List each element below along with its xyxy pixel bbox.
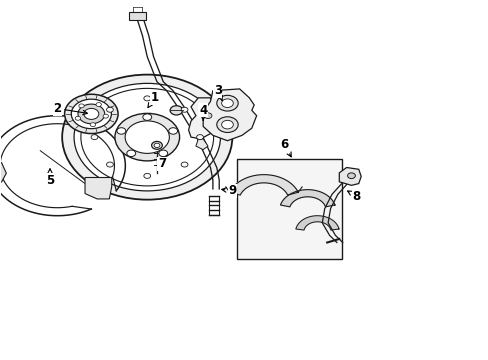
- Text: 6: 6: [280, 138, 291, 157]
- Circle shape: [143, 96, 150, 101]
- Circle shape: [143, 174, 150, 179]
- Circle shape: [168, 128, 177, 134]
- Text: 9: 9: [221, 184, 236, 197]
- Circle shape: [81, 88, 213, 186]
- Text: 5: 5: [46, 169, 54, 186]
- Circle shape: [117, 128, 125, 134]
- Circle shape: [96, 103, 101, 107]
- Polygon shape: [85, 177, 112, 199]
- Polygon shape: [295, 216, 338, 230]
- Circle shape: [64, 94, 118, 134]
- Circle shape: [154, 143, 160, 148]
- Text: 1: 1: [147, 91, 158, 108]
- Text: 2: 2: [53, 102, 87, 115]
- Polygon shape: [188, 98, 212, 139]
- Circle shape: [74, 84, 220, 191]
- Circle shape: [79, 104, 84, 108]
- Bar: [128, 13, 146, 20]
- Text: 4: 4: [199, 104, 207, 120]
- Polygon shape: [203, 89, 256, 141]
- Circle shape: [91, 135, 98, 140]
- Text: 3: 3: [213, 84, 222, 100]
- Circle shape: [90, 123, 95, 127]
- Circle shape: [159, 150, 167, 157]
- Polygon shape: [339, 167, 361, 185]
- Bar: [237, 158, 341, 258]
- Circle shape: [170, 106, 183, 115]
- Circle shape: [221, 99, 233, 108]
- Circle shape: [221, 120, 233, 129]
- Circle shape: [181, 107, 187, 112]
- Polygon shape: [229, 175, 298, 195]
- Text: 7: 7: [157, 157, 165, 170]
- Circle shape: [151, 141, 162, 149]
- Circle shape: [126, 150, 135, 157]
- Circle shape: [347, 173, 355, 179]
- Circle shape: [62, 75, 232, 200]
- Circle shape: [203, 113, 211, 118]
- Polygon shape: [0, 162, 6, 182]
- Circle shape: [106, 107, 113, 112]
- Circle shape: [106, 162, 113, 167]
- Circle shape: [115, 113, 179, 161]
- Circle shape: [181, 162, 187, 167]
- Polygon shape: [196, 139, 207, 150]
- Circle shape: [216, 95, 238, 111]
- Circle shape: [216, 117, 238, 132]
- Circle shape: [125, 121, 169, 153]
- Circle shape: [83, 108, 99, 120]
- Circle shape: [103, 114, 108, 118]
- Circle shape: [78, 104, 104, 124]
- Circle shape: [142, 114, 151, 120]
- Polygon shape: [280, 190, 334, 207]
- Circle shape: [71, 99, 111, 129]
- Text: 8: 8: [347, 190, 360, 203]
- Circle shape: [75, 116, 81, 120]
- Circle shape: [196, 135, 203, 140]
